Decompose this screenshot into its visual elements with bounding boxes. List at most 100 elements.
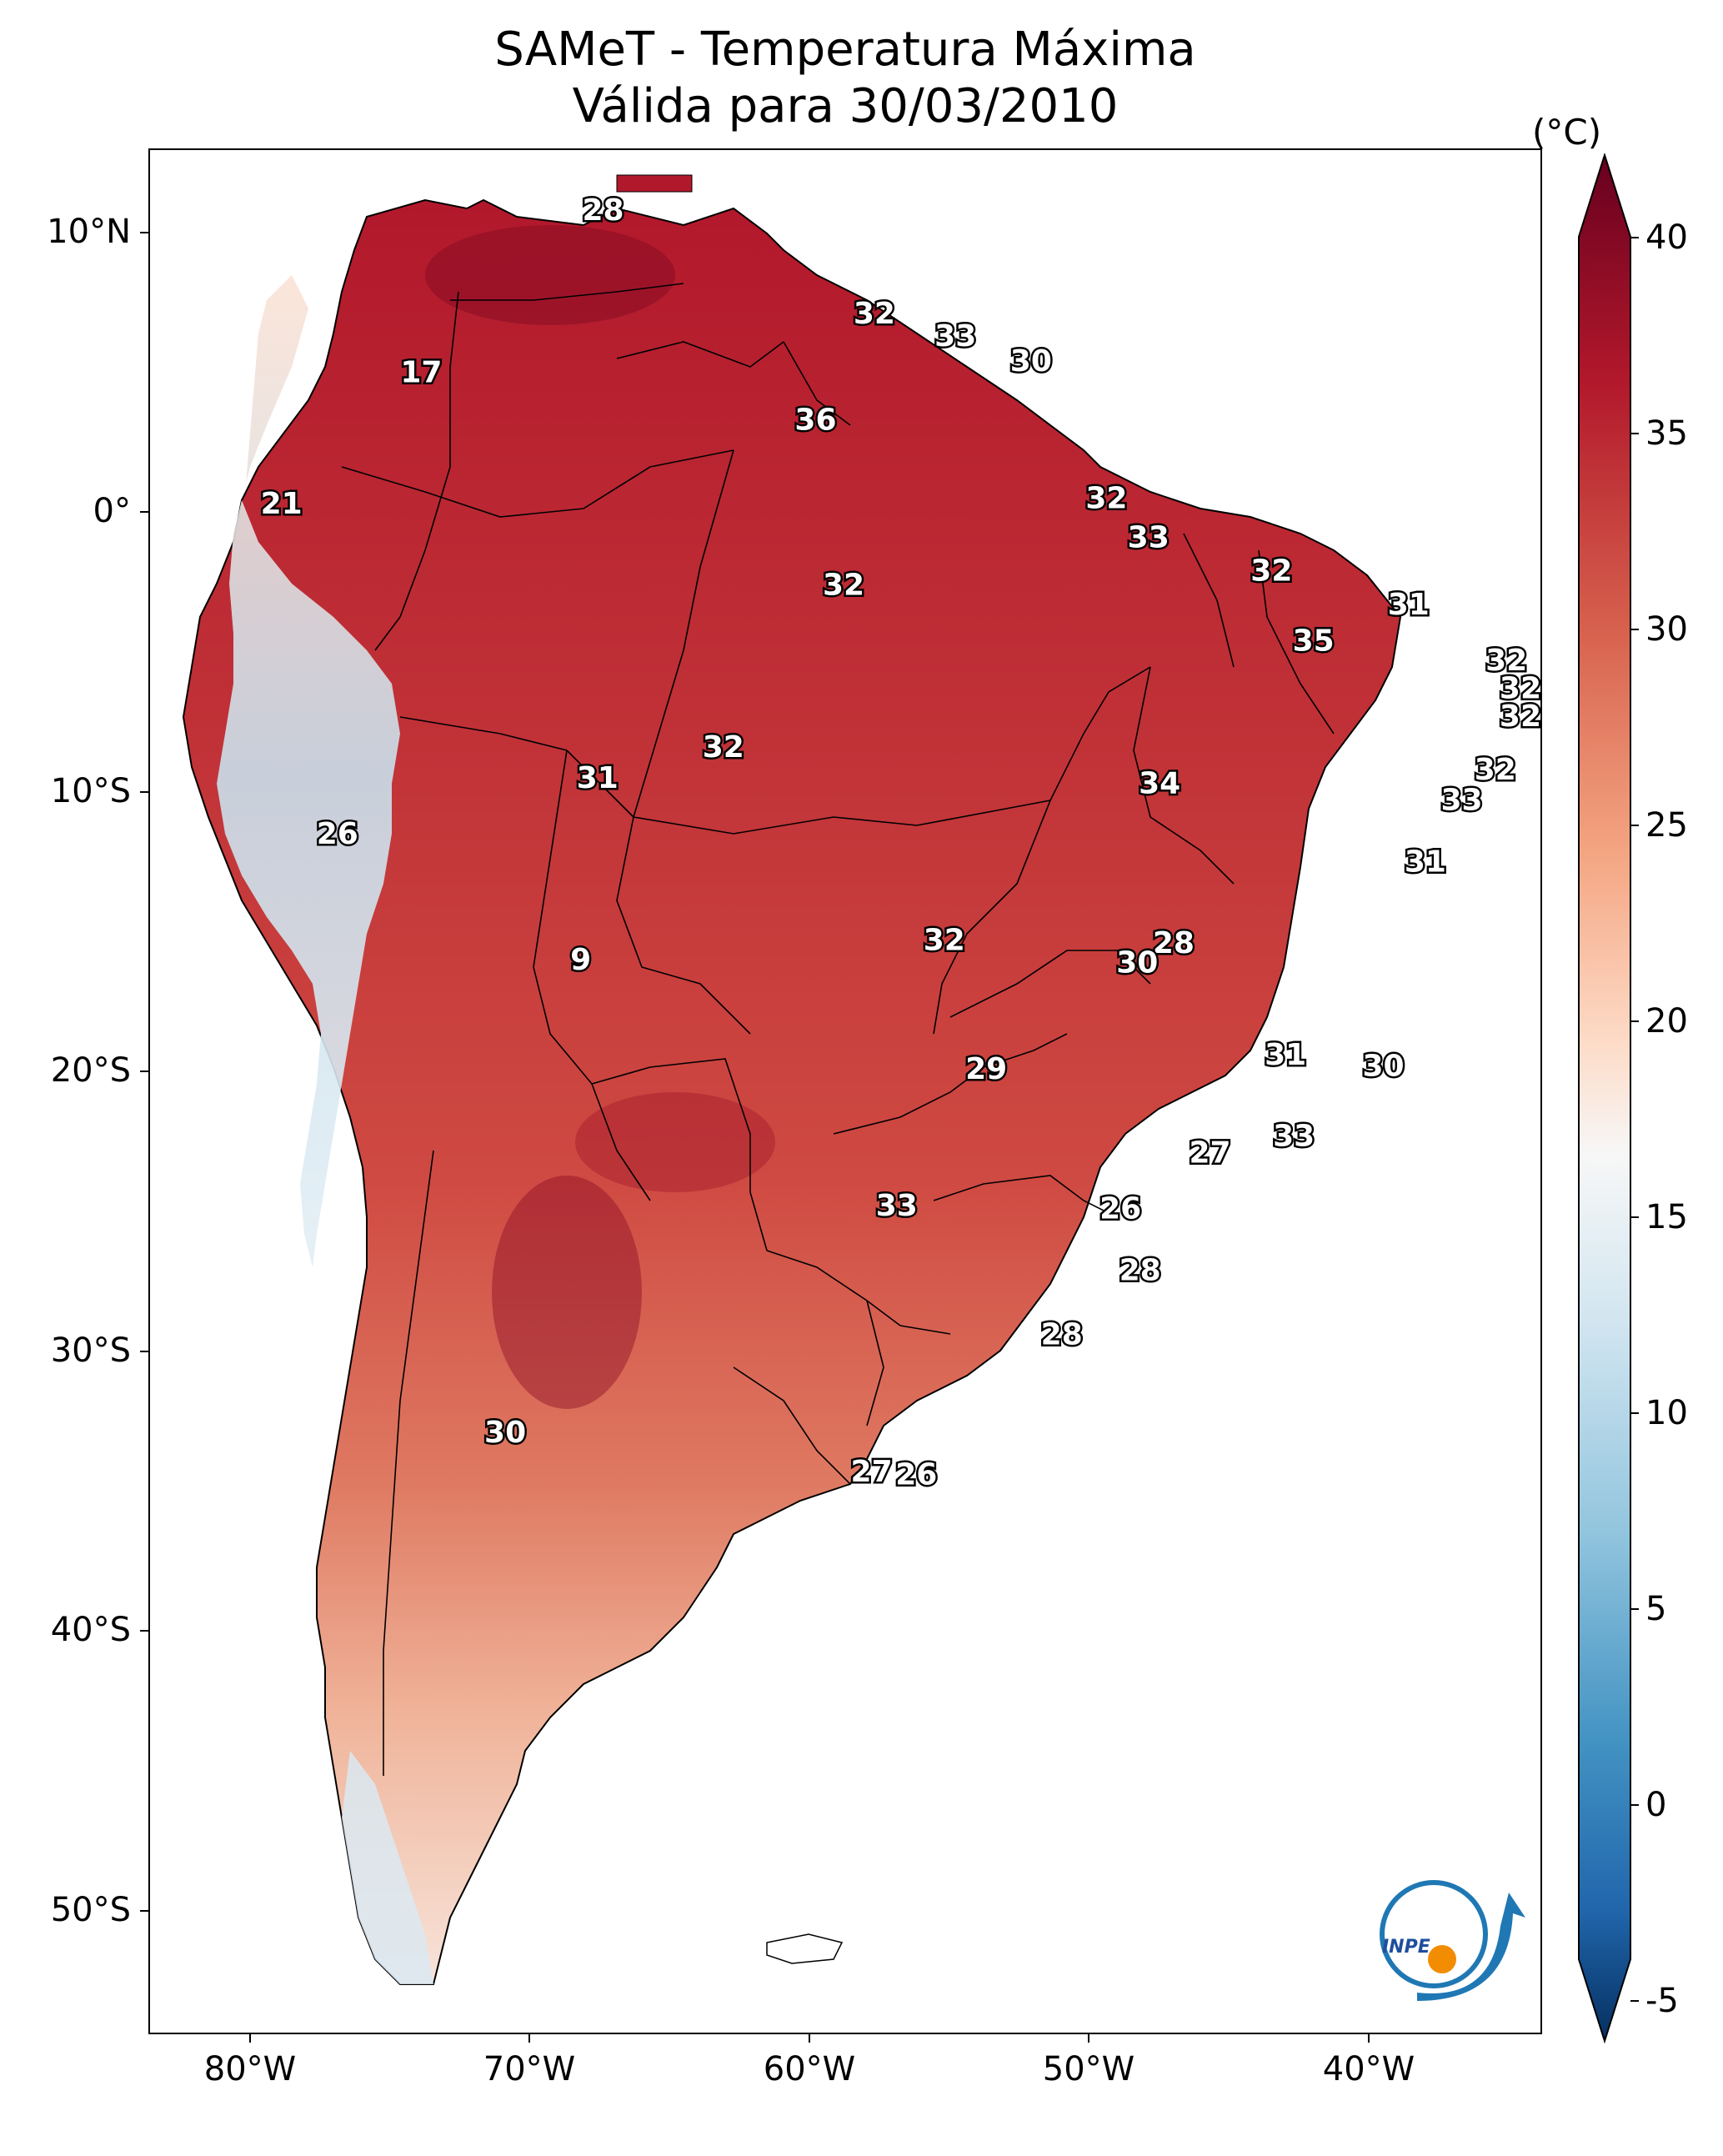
temperature-label: 28 (1153, 926, 1195, 960)
temperature-label: 27 (851, 1455, 893, 1489)
temperature-label: 36 (794, 403, 836, 437)
colorbar-unit: (°C) (1532, 112, 1602, 153)
colorbar-tick (1630, 1020, 1639, 1022)
lat-label-40s: 40°S (50, 1611, 131, 1649)
temperature-label: 28 (582, 193, 624, 228)
temperature-label: 17 (400, 355, 442, 389)
lon-label-50w: 50°W (1042, 2050, 1135, 2088)
lat-label-0: 0° (93, 492, 131, 530)
temperature-label: 31 (1405, 845, 1446, 880)
temperature-label: 29 (965, 1052, 1007, 1086)
colorbar-tick-label: 15 (1645, 1198, 1688, 1236)
lat-tick (140, 1910, 148, 1912)
temperature-label: 26 (895, 1457, 937, 1492)
temperature-label: 26 (317, 817, 358, 851)
temperature-label: 33 (1440, 784, 1482, 818)
lat-tick (140, 1630, 148, 1632)
temperature-label: 32 (1500, 672, 1541, 706)
temperature-label: 30 (1116, 945, 1158, 980)
temperature-label: 30 (1363, 1049, 1405, 1083)
temperature-label: 28 (1119, 1253, 1161, 1287)
colorbar-tick (1630, 629, 1639, 630)
temperature-label: 31 (577, 761, 619, 795)
colorbar-tick-label: 30 (1645, 610, 1688, 649)
temperature-label: 32 (823, 568, 864, 602)
lat-label-50s: 50°S (50, 1891, 131, 1929)
lon-tick (528, 2034, 530, 2043)
map-panel: INPE 28 17 21 32 33 30 36 32 33 32 32 31 35 32 32 32 32 3… (148, 148, 1542, 2034)
falkland-islands (766, 1933, 844, 1964)
temperature-label: 32 (1485, 644, 1527, 678)
colorbar-tick-label: -5 (1645, 1982, 1679, 2020)
caribbean-islands (616, 174, 693, 193)
lon-label-40w: 40°W (1322, 2050, 1415, 2088)
lat-tick (140, 791, 148, 793)
lat-tick (140, 1070, 148, 1072)
lat-tick (140, 511, 148, 513)
temperature-label: 33 (1128, 520, 1170, 554)
patagonia-cool-region (342, 1751, 433, 1984)
temperature-label: 32 (854, 297, 895, 331)
lat-tick (140, 1351, 148, 1352)
temperature-label: 30 (484, 1416, 526, 1450)
lat-tick (140, 232, 148, 233)
colorbar-tick-label: 25 (1645, 806, 1688, 845)
temperature-label: 32 (924, 923, 965, 957)
lat-label-20s: 20°S (50, 1051, 131, 1090)
hot-spot-paraguay (575, 1092, 775, 1192)
temperature-label: 32 (1475, 753, 1516, 787)
lon-label-70w: 70°W (483, 2050, 576, 2088)
lon-label-80w: 80°W (203, 2050, 297, 2088)
map-subtitle: Válida para 30/03/2010 (572, 79, 1119, 133)
colorbar-tick (1630, 1804, 1639, 1806)
temperature-label: 32 (703, 730, 744, 765)
lon-tick (1088, 2034, 1089, 2043)
temperature-label: 31 (1388, 588, 1430, 622)
colorbar-tick (1630, 2000, 1639, 2002)
lat-label-10s: 10°S (50, 772, 131, 810)
logo-dot (1428, 1945, 1456, 1973)
hot-spot-chaco (492, 1176, 642, 1409)
temperature-label: 32 (1500, 699, 1541, 734)
andes-cool-band (217, 275, 400, 1267)
temperature-label: 30 (1010, 344, 1052, 379)
temperature-label: 28 (1041, 1318, 1083, 1352)
temperature-label: 33 (876, 1189, 918, 1223)
map-title: SAMeT - Temperatura Máxima (494, 23, 1196, 77)
lon-label-60w: 60°W (763, 2050, 856, 2088)
temperature-label: 33 (934, 319, 976, 353)
political-borders (341, 283, 1335, 1776)
lat-label-10n: 10°N (47, 213, 131, 251)
logo-arrow-icon (1417, 1893, 1525, 2001)
colorbar-tick-label: 10 (1645, 1394, 1688, 1432)
colorbar-tick (1630, 825, 1639, 826)
lat-label-30s: 30°S (50, 1331, 131, 1370)
temperature-label: 31 (1265, 1038, 1306, 1072)
colorbar-tick-label: 35 (1645, 414, 1688, 453)
lon-tick (249, 2034, 251, 2043)
temperature-label: 21 (261, 487, 303, 521)
logo-ring (1380, 1880, 1488, 1988)
colorbar-tick (1630, 433, 1639, 434)
temperature-label: 33 (1273, 1119, 1315, 1153)
temperature-label: 26 (1099, 1192, 1141, 1226)
colorbar-tick (1630, 1412, 1639, 1414)
colorbar-tick-label: 5 (1645, 1590, 1667, 1628)
temperature-label: 32 (1085, 481, 1127, 515)
colorbar-tick (1630, 237, 1639, 238)
hot-spot-venezuela (425, 225, 675, 325)
colorbar-tick (1630, 1608, 1639, 1610)
colorbar (1578, 153, 1631, 2044)
lon-tick (1368, 2034, 1370, 2043)
colorbar-tick (1630, 1216, 1639, 1218)
temperature-label: 27 (1189, 1136, 1230, 1170)
temperature-label: 9 (570, 943, 591, 977)
lon-tick (809, 2034, 810, 2043)
temperature-label: 34 (1139, 767, 1180, 801)
logo-text: INPE (1382, 1937, 1430, 1958)
inpe-logo: INPE (1380, 1880, 1525, 2001)
colorbar-tick-label: 40 (1645, 218, 1688, 257)
colorbar-tick-label: 20 (1645, 1002, 1688, 1040)
colorbar-tick-label: 0 (1645, 1786, 1667, 1824)
